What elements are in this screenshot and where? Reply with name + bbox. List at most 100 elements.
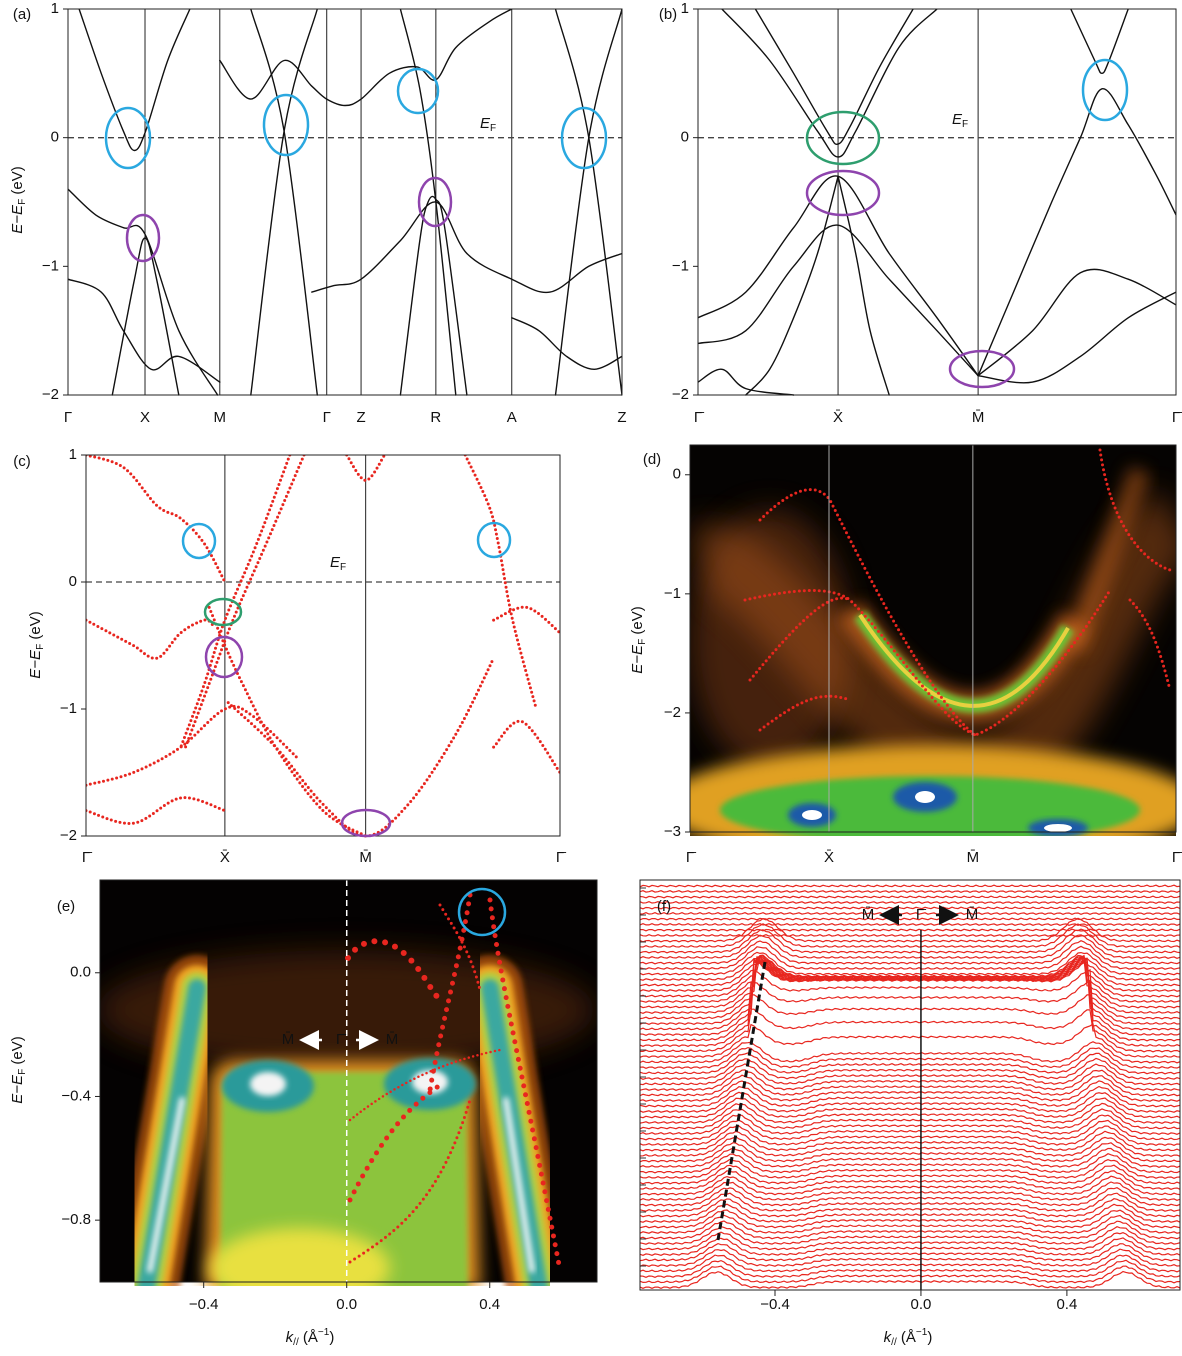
direction-label: M̄ <box>862 906 875 923</box>
direction-label: M̄ <box>386 1031 399 1048</box>
y-tick-label: 0 <box>673 466 681 483</box>
plot-area <box>96 880 597 1308</box>
x-tick-label: 0.4 <box>479 1296 500 1313</box>
x-tick-label: Γ̄ <box>694 409 704 426</box>
intensity <box>802 810 822 820</box>
text-part: F <box>340 562 346 573</box>
x-tick-label: X̄ <box>824 849 834 866</box>
plateau <box>210 1228 390 1308</box>
x-axis-label: k// (Å−1) <box>286 1327 335 1348</box>
direction-label: M̄ <box>966 906 979 923</box>
x-tick-label: A <box>507 409 517 426</box>
band <box>494 607 560 633</box>
band <box>186 455 305 747</box>
x-tick-label: X̄ <box>220 849 230 866</box>
fermi-label: EF <box>952 111 968 130</box>
y-tick-label: 0 <box>681 129 689 146</box>
text-part: ) <box>329 1329 334 1346</box>
x-tick-label: Γ̄ <box>1172 849 1182 866</box>
highlight-circle <box>478 523 510 557</box>
x-tick-label: M <box>214 409 227 426</box>
text-part: ) <box>927 1329 932 1346</box>
text-part: F <box>490 123 496 134</box>
text-part: F <box>962 119 968 130</box>
band <box>86 798 225 824</box>
intensity <box>915 791 935 803</box>
highlight-circle <box>398 69 438 113</box>
band <box>220 9 512 106</box>
band <box>86 620 214 658</box>
band <box>755 9 913 144</box>
highlight-circle <box>950 351 1014 387</box>
y-tick-label: 0.0 <box>70 964 91 981</box>
x-tick-label: 0.4 <box>1056 1296 1077 1313</box>
x-tick-label: M̄ <box>967 849 980 866</box>
hot-spot <box>250 1072 286 1096</box>
y-tick-label: 1 <box>681 0 689 17</box>
plot-area <box>68 9 622 395</box>
band <box>86 706 299 785</box>
y-tick-label: −2 <box>42 386 59 403</box>
x-tick-label: M̄ <box>359 849 372 866</box>
band <box>746 176 838 395</box>
x-tick-label: Z <box>617 409 626 426</box>
figure: ΓXMΓZRAZ−2−101(a)E−EF (eV)EFΓ̄X̄M̄Γ̄−2−1… <box>0 0 1182 1356</box>
x-tick-label: Z <box>356 409 365 426</box>
highlight-circle <box>807 171 879 215</box>
y-tick-label: 0 <box>69 573 77 590</box>
y-tick-label: −1 <box>60 700 77 717</box>
x-tick-label: X <box>140 409 150 426</box>
intensity <box>1044 824 1072 832</box>
text-part: −1 <box>318 1327 330 1338</box>
band <box>251 9 317 395</box>
text-part: (eV) <box>9 166 26 199</box>
x-tick-label: Γ̄ <box>686 849 696 866</box>
y-tick-label: 0 <box>51 129 59 146</box>
band <box>494 721 560 772</box>
y-axis-label: E−EF (eV) <box>9 1036 28 1103</box>
band <box>556 9 623 395</box>
text-part: (eV) <box>629 606 646 639</box>
y-tick-label: −1 <box>664 585 681 602</box>
page: ΓXMΓZRAZ−2−101(a)E−EF (eV)EFΓ̄X̄M̄Γ̄−2−1… <box>0 0 1182 1356</box>
x-tick-label: −0.4 <box>189 1296 219 1313</box>
x-tick-label: 0.0 <box>911 1296 932 1313</box>
band <box>556 9 623 395</box>
y-tick-label: −2 <box>664 704 681 721</box>
fermi-label: EF <box>480 115 496 134</box>
text-part: E−E <box>9 1074 26 1104</box>
y-tick-label: −0.4 <box>61 1087 91 1104</box>
highlight-circle <box>127 215 159 261</box>
band <box>86 455 225 582</box>
band <box>978 89 1176 376</box>
plot-area <box>640 880 1180 1290</box>
text-part: E−E <box>27 649 44 679</box>
panel-label: (b) <box>659 6 677 23</box>
x-axis-label: k// (Å−1) <box>884 1327 933 1348</box>
panel-label: (a) <box>13 6 31 23</box>
y-axis-label: E−EF (eV) <box>27 611 46 678</box>
y-tick-label: −2 <box>672 386 689 403</box>
x-tick-label: X̄ <box>833 409 843 426</box>
panel-label: (e) <box>57 898 75 915</box>
text-part: (Å <box>299 1329 318 1346</box>
x-tick-label: Γ̄ <box>82 849 92 866</box>
y-tick-label: 1 <box>51 0 59 17</box>
x-tick-label: Γ <box>64 409 72 426</box>
plot-frame <box>68 9 622 395</box>
plot-frame <box>86 455 560 836</box>
x-tick-label: −0.4 <box>760 1296 790 1313</box>
band <box>79 9 190 151</box>
panel-label: (c) <box>13 453 31 470</box>
x-tick-label: R <box>430 409 441 426</box>
x-tick-label: 0.0 <box>336 1296 357 1313</box>
highlight-circle <box>206 637 242 677</box>
x-tick-label: Γ̄ <box>1172 409 1182 426</box>
direction-label: M̄ <box>282 1031 295 1048</box>
text-part: E−E <box>9 204 26 234</box>
band <box>251 9 317 395</box>
y-tick-label: −2 <box>60 827 77 844</box>
text-part: E−E <box>629 644 646 674</box>
panel-label: (f) <box>657 898 671 915</box>
fermi-label: EF <box>330 554 346 573</box>
